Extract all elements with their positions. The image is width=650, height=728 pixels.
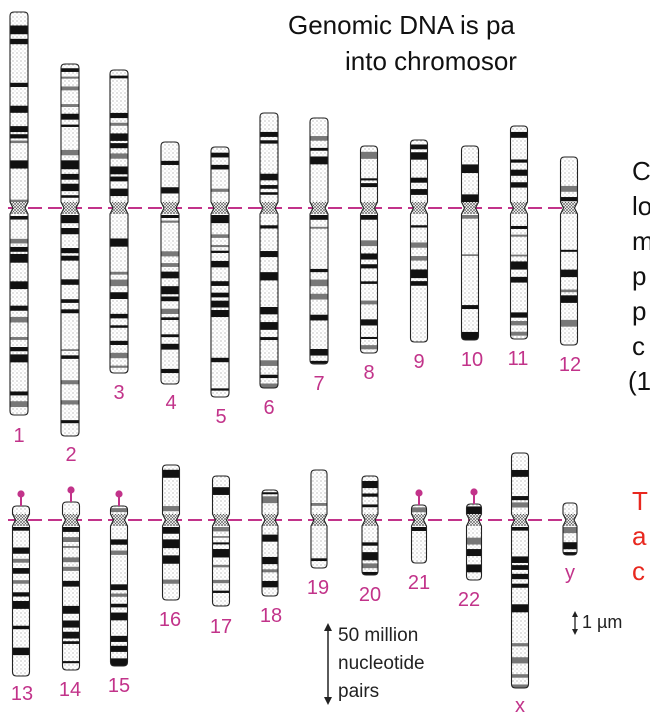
- chromosome-label-15: 15: [107, 675, 131, 697]
- chromosome-17: [211, 475, 231, 607]
- chromosome-3: [109, 69, 129, 374]
- micron-scale-label: 1 µm: [582, 612, 623, 632]
- chromosome-label-2: 2: [65, 444, 77, 466]
- chromosome-14: [61, 486, 81, 671]
- chromosome-label-y: y: [565, 562, 575, 584]
- red-text-1: T: [632, 486, 648, 516]
- chromosome-label-17: 17: [209, 616, 233, 638]
- chromosome-11: [509, 125, 529, 340]
- chromosome-20: [361, 475, 379, 576]
- chromosome-label-18: 18: [259, 605, 283, 627]
- chromosome-label-22: 22: [457, 589, 481, 611]
- side-text-5: p: [632, 296, 647, 326]
- chromosome-label-1: 1: [13, 425, 25, 447]
- chromosome-label-21: 21: [407, 572, 431, 594]
- side-text-6: c: [632, 331, 645, 361]
- chromosome-label-8: 8: [363, 362, 375, 384]
- chromosome-13: [11, 490, 31, 677]
- side-text-3: m: [632, 226, 650, 256]
- chromosome-9: [409, 139, 429, 343]
- chromosome-10: [460, 145, 480, 341]
- chromosome-15: [109, 490, 129, 667]
- chromosome-label-10: 10: [460, 349, 484, 371]
- chromosome-22: [465, 488, 483, 581]
- side-text-1: C: [632, 156, 650, 186]
- chromosome-18: [261, 489, 279, 597]
- chromosome-label-6: 6: [263, 397, 275, 419]
- chromosome-y: [562, 502, 578, 556]
- chromosome-label-16: 16: [158, 609, 182, 631]
- chromosome-2: [60, 63, 80, 437]
- chromosome-x: [510, 452, 530, 689]
- title-line-2: into chromosor: [345, 46, 517, 76]
- chromosome-label-13: 13: [10, 683, 34, 705]
- chromosome-5: [210, 146, 230, 398]
- chromosome-16: [161, 464, 181, 601]
- chromosome-label-4: 4: [165, 392, 177, 414]
- chromosome-label-19: 19: [306, 577, 330, 599]
- chromosome-21: [410, 489, 428, 564]
- chromosome-label-12: 12: [558, 354, 582, 376]
- chromosome-label-5: 5: [215, 406, 227, 428]
- chromosome-label-9: 9: [413, 351, 425, 373]
- chromosome-label-11: 11: [507, 348, 529, 370]
- side-text-4: p: [632, 261, 647, 291]
- chromosome-12: [559, 156, 579, 346]
- chromosome-label-3: 3: [113, 382, 125, 404]
- micron-scale-arrow: [572, 611, 578, 635]
- side-text-2: lo: [632, 191, 650, 221]
- scale-bar-arrow: [324, 623, 332, 705]
- chromosome-19: [310, 469, 328, 569]
- chromosome-label-x: x: [515, 695, 525, 717]
- red-text-2: a: [632, 521, 647, 551]
- scale-bar-label-2: nucleotide: [338, 653, 425, 674]
- chromosome-8: [359, 145, 379, 354]
- side-text-7: (1: [628, 366, 650, 396]
- chromosome-6: [259, 112, 279, 389]
- scale-bar-label-1: 50 million: [338, 625, 419, 646]
- chromosome-4: [160, 141, 180, 385]
- red-text-3: c: [632, 556, 645, 586]
- chromosome-label-20: 20: [358, 584, 382, 606]
- chromosome-1: [9, 11, 29, 416]
- chromosome-label-14: 14: [58, 679, 82, 701]
- title-line-1: Genomic DNA is pa: [288, 10, 515, 40]
- chromosome-7: [309, 117, 329, 365]
- scale-bar-label-3: pairs: [338, 681, 380, 702]
- chromosome-label-7: 7: [313, 373, 325, 395]
